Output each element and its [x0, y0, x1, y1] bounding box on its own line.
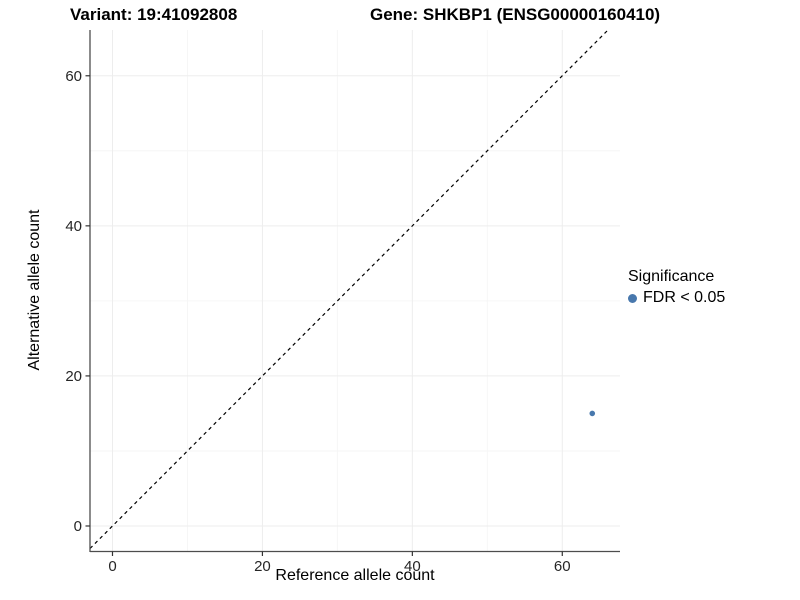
x-tick-label: 20: [254, 558, 271, 575]
x-axis-title: Reference allele count: [275, 567, 435, 584]
y-tick-label: 40: [65, 218, 82, 235]
gene-title: Gene: SHKBP1 (ENSG00000160410): [370, 5, 661, 24]
y-axis-title: Alternative allele count: [26, 209, 43, 371]
identity-dashed-line: [89, 29, 609, 549]
x-tick-label: 40: [404, 558, 421, 575]
x-tick-label: 0: [108, 558, 116, 575]
y-tick-label: 0: [74, 518, 82, 535]
x-tick-label: 60: [554, 558, 571, 575]
legend-point-icon: [628, 293, 637, 303]
legend: Significance FDR < 0.05: [628, 268, 725, 307]
data-point: [589, 410, 596, 417]
y-tick-label: 60: [65, 68, 82, 85]
legend-entry-label: FDR < 0.05: [643, 289, 726, 306]
y-tick-label: 20: [65, 368, 82, 385]
legend-entry: FDR < 0.05: [628, 289, 725, 307]
variant-title: Variant: 19:41092808: [70, 5, 238, 24]
panel-background: [90, 30, 620, 552]
legend-title: Significance: [628, 268, 715, 285]
